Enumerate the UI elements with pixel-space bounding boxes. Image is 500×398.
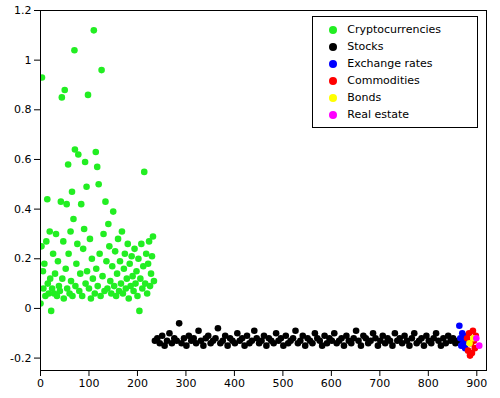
svg-text:900: 900	[466, 377, 487, 390]
svg-text:600: 600	[321, 377, 342, 390]
svg-text:300: 300	[175, 377, 196, 390]
svg-text:0: 0	[37, 377, 44, 390]
svg-text:800: 800	[418, 377, 439, 390]
svg-text:0.4: 0.4	[14, 203, 32, 216]
svg-text:1: 1	[25, 54, 32, 67]
svg-text:0.6: 0.6	[14, 153, 32, 166]
html-text:Commodities: Commodities	[347, 74, 420, 87]
html-text:Cryptocurrencies: Cryptocurrencies	[347, 23, 441, 36]
svg-text:700: 700	[369, 377, 390, 390]
html-text:Exchange rates: Exchange rates	[347, 57, 433, 70]
html-text:Real estate: Real estate	[347, 108, 410, 121]
svg-text:0.2: 0.2	[14, 252, 32, 265]
svg-text:-0.2: -0.2	[10, 352, 31, 365]
html-text:Stocks: Stocks	[347, 40, 384, 53]
svg-text:0: 0	[25, 302, 32, 315]
svg-text:400: 400	[224, 377, 245, 390]
svg-text:100: 100	[78, 377, 99, 390]
svg-text:1.2: 1.2	[14, 4, 32, 17]
svg-text:200: 200	[127, 377, 148, 390]
html-text:Bonds: Bonds	[347, 91, 382, 104]
svg-text:0.8: 0.8	[14, 103, 32, 116]
svg-text:500: 500	[272, 377, 293, 390]
